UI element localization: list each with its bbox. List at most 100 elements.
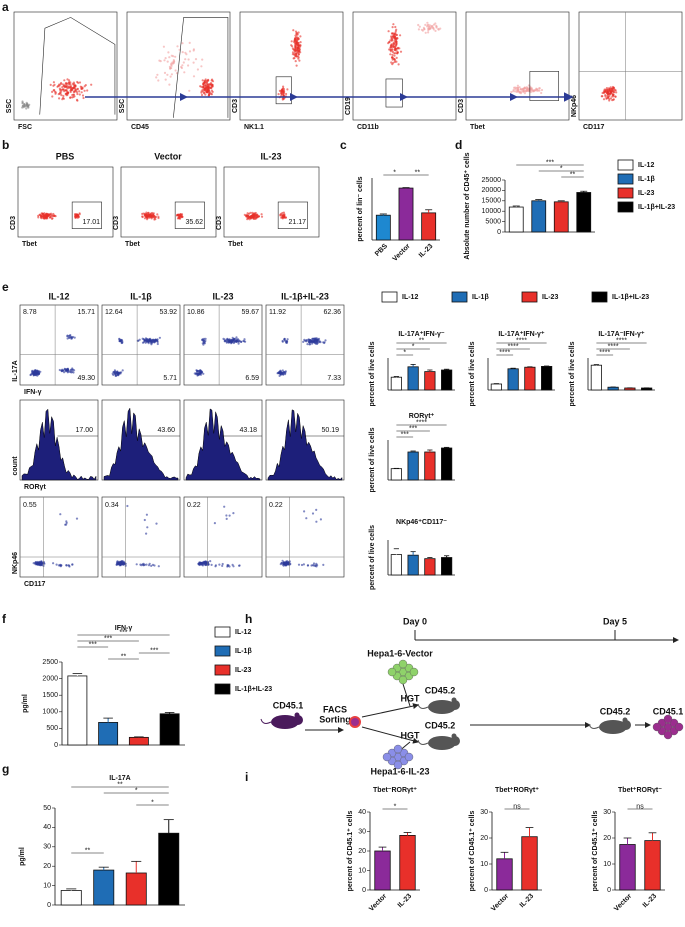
gate-value: 50.19 — [321, 427, 339, 434]
plot-title: Vector — [154, 151, 182, 161]
event-dot — [392, 61, 395, 64]
event-dot — [71, 563, 74, 566]
event-dot — [235, 336, 238, 339]
significance-label: ** — [117, 781, 123, 788]
gate-value: 0.22 — [269, 502, 283, 509]
event-dot — [156, 342, 159, 346]
event-dot — [231, 338, 234, 342]
y-tick-label: 30 — [603, 809, 611, 816]
event-dot — [75, 517, 79, 520]
legend-label: IL-1β+IL-23 — [612, 294, 649, 301]
bar — [441, 557, 453, 576]
bar — [541, 365, 553, 391]
event-dot — [168, 56, 171, 59]
event-dot — [54, 92, 57, 95]
event-dot — [141, 215, 144, 218]
panel-label: c — [340, 138, 347, 152]
event-dot — [181, 64, 184, 67]
event-dot — [306, 343, 309, 346]
plot-frame — [101, 496, 181, 578]
host-label: CD45.2 — [425, 685, 456, 695]
significance-label: ** — [570, 171, 576, 178]
event-dot — [174, 69, 177, 72]
event-dot — [155, 339, 158, 342]
event-dot — [53, 214, 56, 217]
event-dot — [211, 83, 214, 86]
event-dot — [426, 21, 429, 24]
event-dot — [389, 50, 392, 53]
legend-label: IL-1β — [472, 294, 489, 301]
event-dot — [149, 340, 152, 343]
event-dot — [23, 104, 26, 107]
event-dot — [156, 213, 159, 216]
event-dot — [299, 41, 302, 44]
event-dot — [399, 50, 403, 53]
event-dot — [396, 52, 399, 55]
event-dot — [29, 373, 33, 376]
event-dot — [294, 37, 297, 40]
event-dot — [65, 85, 68, 88]
significance-label: **** — [599, 349, 610, 356]
y-axis-label: CD3 — [10, 216, 17, 230]
event-dot — [166, 60, 169, 63]
event-dot — [180, 214, 183, 217]
event-dot — [51, 90, 54, 93]
bar — [590, 364, 602, 391]
y-axis-label: percent of live cells — [469, 341, 476, 406]
event-dot — [64, 523, 67, 526]
chart-title: NKp46⁺CD117⁻ — [396, 519, 447, 526]
event-dot — [206, 88, 210, 91]
mouse-ear — [622, 717, 628, 723]
event-dot — [315, 520, 318, 523]
host-label: CD45.2 — [425, 720, 456, 730]
gate-value: 0.34 — [105, 502, 119, 509]
gate-value: 35.62 — [185, 219, 203, 226]
event-dot — [299, 51, 302, 54]
y-tick-label: 25000 — [482, 177, 502, 184]
event-dot — [280, 93, 283, 96]
event-dot — [303, 510, 306, 513]
event-dot — [223, 340, 226, 343]
event-dot — [390, 43, 393, 46]
event-dot — [34, 561, 37, 564]
event-dot — [43, 212, 46, 215]
event-dot — [393, 54, 396, 57]
event-dot — [58, 87, 62, 90]
event-dot — [162, 45, 165, 48]
timeline-label: Day 0 — [403, 616, 427, 626]
chart-title: IFN-γ — [115, 625, 133, 632]
bar — [553, 201, 569, 233]
event-dot — [283, 337, 286, 340]
plot-frame — [578, 11, 683, 121]
significance-label: * — [135, 787, 138, 794]
event-dot — [202, 372, 205, 375]
bar — [424, 371, 436, 391]
event-dot — [282, 214, 285, 217]
event-dot — [114, 373, 117, 377]
event-dot — [296, 33, 299, 36]
event-dot — [391, 37, 394, 41]
gate — [174, 201, 205, 229]
step-label: HGT — [401, 693, 421, 703]
event-dot — [429, 24, 432, 27]
event-dot — [260, 215, 264, 218]
y-tick-label: 20 — [603, 835, 611, 842]
significance-label: **** — [516, 337, 527, 344]
event-dot — [111, 372, 114, 375]
event-dot — [157, 215, 160, 218]
event-dot — [118, 560, 121, 564]
x-axis-label: Tbet — [470, 124, 485, 131]
panel-label: b — [2, 138, 9, 152]
event-dot — [297, 56, 300, 59]
event-dot — [311, 337, 314, 340]
x-axis-label: CD117 — [24, 581, 46, 588]
legend-swatch — [521, 291, 538, 303]
event-dot — [194, 58, 198, 61]
event-dot — [53, 83, 56, 86]
legend-swatch — [617, 201, 634, 213]
significance-label: ns — [636, 803, 644, 810]
y-tick-label: 0 — [362, 887, 366, 894]
bar — [407, 554, 419, 576]
event-dot — [154, 216, 157, 219]
